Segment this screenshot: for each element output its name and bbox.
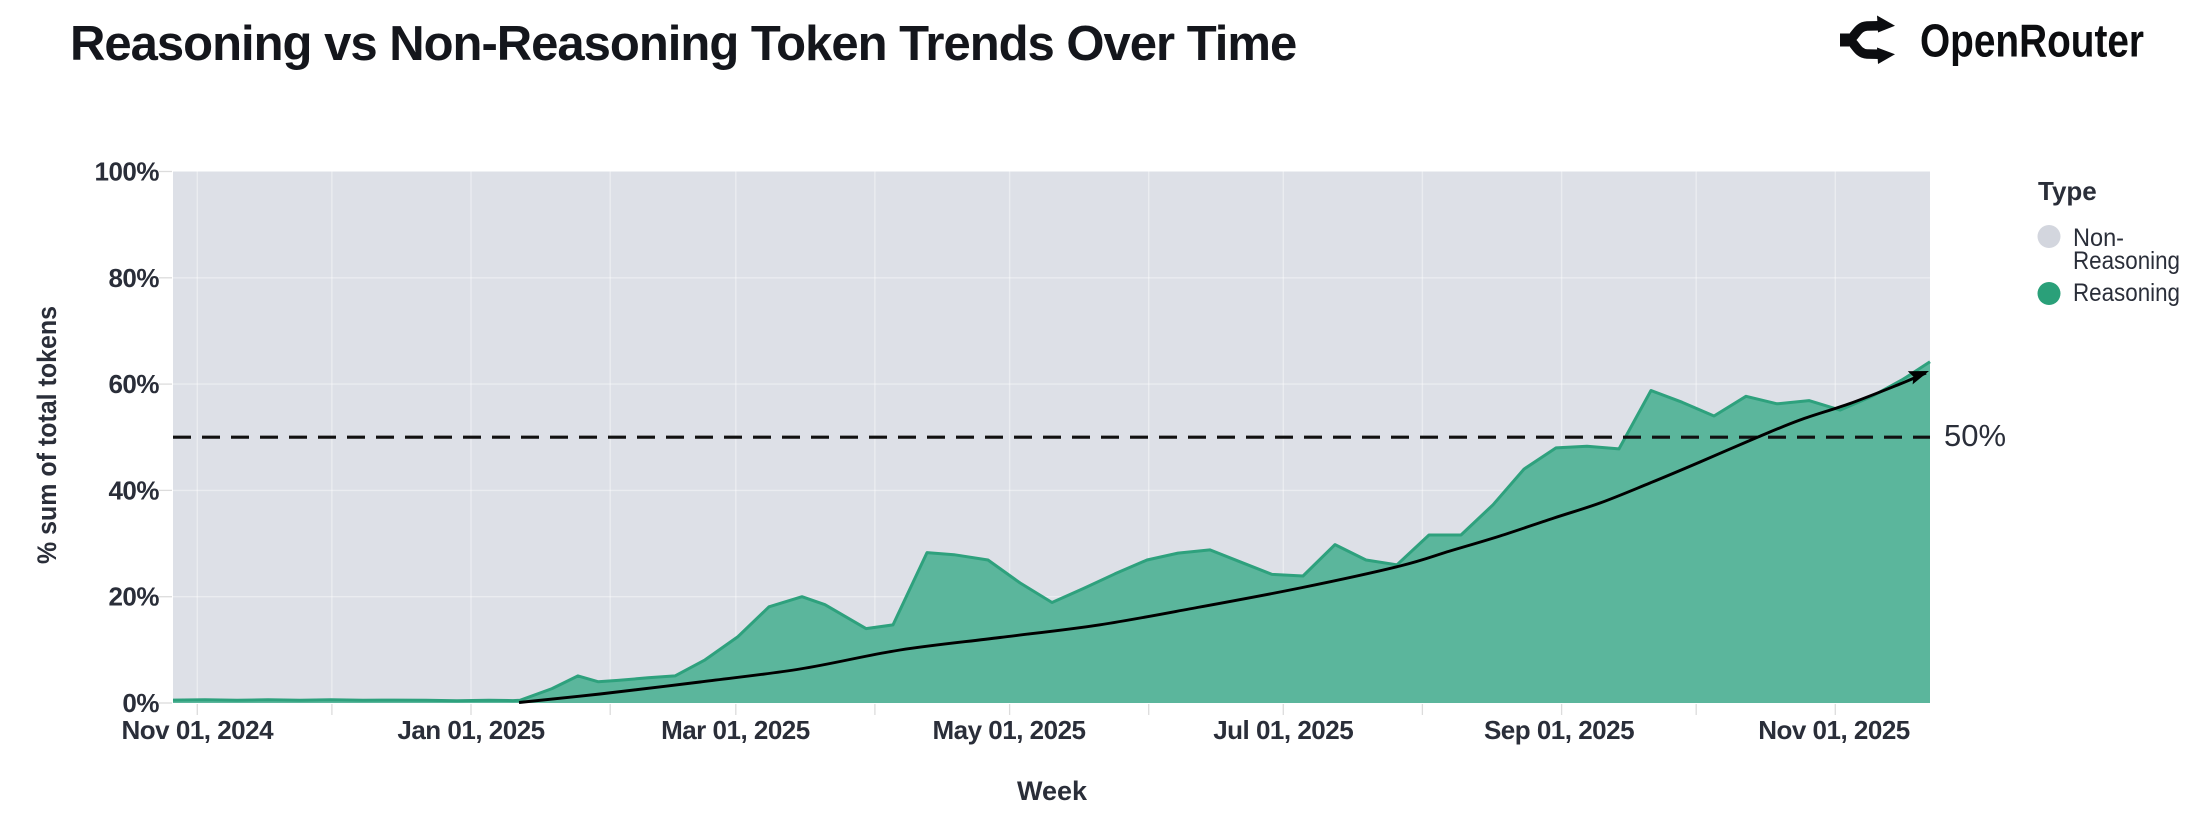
svg-text:Reasoning: Reasoning xyxy=(2073,247,2180,275)
svg-text:Type: Type xyxy=(2038,176,2097,206)
svg-text:Sep 01, 2025: Sep 01, 2025 xyxy=(1484,715,1634,745)
svg-text:50%: 50% xyxy=(1944,418,2006,453)
svg-text:100%: 100% xyxy=(95,157,160,187)
svg-text:0%: 0% xyxy=(122,688,159,718)
svg-text:May 01, 2025: May 01, 2025 xyxy=(932,715,1085,745)
svg-text:80%: 80% xyxy=(108,263,159,293)
svg-text:OpenRouter: OpenRouter xyxy=(1920,15,2144,67)
svg-text:Week: Week xyxy=(1017,776,1088,806)
svg-text:Jul 01, 2025: Jul 01, 2025 xyxy=(1213,715,1353,745)
svg-text:Mar 01, 2025: Mar 01, 2025 xyxy=(661,715,810,745)
svg-text:Nov 01, 2024: Nov 01, 2024 xyxy=(122,715,275,745)
svg-text:Reasoning vs Non-Reasoning Tok: Reasoning vs Non-Reasoning Token Trends … xyxy=(70,17,1296,71)
svg-text:Non-: Non- xyxy=(2073,224,2124,252)
svg-text:60%: 60% xyxy=(108,369,159,399)
svg-text:20%: 20% xyxy=(108,582,159,612)
svg-text:40%: 40% xyxy=(108,475,159,505)
svg-text:% sum of total tokens: % sum of total tokens xyxy=(32,306,62,564)
svg-text:Jan 01, 2025: Jan 01, 2025 xyxy=(397,715,544,745)
svg-text:Nov 01, 2025: Nov 01, 2025 xyxy=(1758,715,1910,745)
svg-text:Reasoning: Reasoning xyxy=(2073,279,2180,307)
